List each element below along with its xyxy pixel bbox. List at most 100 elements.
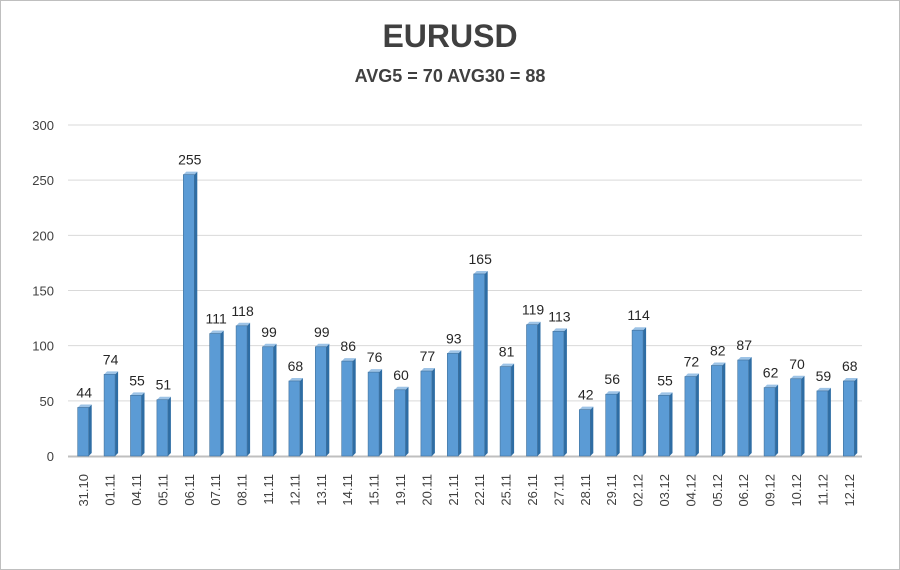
bar-side	[537, 321, 541, 456]
bar-top	[420, 368, 435, 372]
data-label: 118	[231, 303, 254, 319]
bar-top	[764, 384, 779, 388]
bar-side	[220, 330, 224, 456]
data-label: 255	[178, 152, 202, 168]
bar-top	[473, 270, 488, 274]
bar-side	[722, 362, 726, 456]
bar	[367, 371, 380, 457]
bar	[209, 333, 221, 457]
bar-side	[827, 387, 831, 456]
bar-top	[288, 377, 303, 381]
x-tick-label: 21.11	[446, 474, 461, 506]
bar-top	[816, 387, 831, 391]
y-tick-label: 100	[32, 339, 54, 354]
x-tick-label: 26.11	[525, 474, 540, 506]
bar-side	[115, 371, 119, 456]
bar	[684, 376, 697, 457]
x-tick-label: 11.12	[815, 474, 830, 506]
bar-top	[605, 391, 620, 395]
data-label: 81	[499, 344, 515, 360]
bar	[262, 346, 274, 457]
data-label: 68	[842, 358, 858, 374]
bar	[288, 380, 301, 457]
y-tick-label: 50	[40, 394, 54, 409]
bar	[552, 331, 565, 457]
x-tick-label: 06.12	[736, 474, 751, 507]
x-tick-label: 14.11	[340, 474, 355, 506]
bar-side	[431, 368, 435, 456]
bar-top	[790, 375, 805, 379]
x-tick-label: 05.11	[155, 474, 170, 506]
bar-side	[563, 328, 567, 456]
x-tick-label: 12.11	[287, 474, 302, 506]
data-label: 55	[129, 372, 145, 388]
bar-top	[447, 350, 462, 354]
x-tick-label: 25.11	[499, 474, 514, 506]
bar	[103, 374, 116, 457]
bar-side	[88, 404, 92, 456]
data-label: 44	[76, 384, 92, 400]
bar-side	[854, 377, 858, 456]
bar	[77, 407, 89, 457]
bar-top	[632, 327, 647, 331]
bar-top	[368, 369, 383, 373]
bar	[183, 174, 195, 457]
x-tick-label: 05.12	[710, 474, 725, 507]
bar	[235, 325, 248, 457]
bar-side	[511, 363, 515, 456]
bar-side	[695, 373, 699, 456]
x-tick-label: 27.11	[551, 474, 566, 506]
bar-side	[801, 375, 805, 456]
bar-side	[247, 322, 251, 456]
x-tick-label: 19.11	[393, 474, 408, 506]
x-tick-label: 04.12	[683, 474, 698, 507]
bar	[710, 365, 723, 457]
bar	[737, 359, 750, 457]
data-label: 76	[367, 349, 383, 365]
data-label: 82	[710, 343, 726, 359]
bar-top	[394, 386, 409, 390]
bar-top	[579, 406, 594, 410]
bar	[578, 409, 591, 457]
bar-top	[526, 321, 541, 325]
bar-top	[104, 371, 119, 375]
data-label: 99	[314, 324, 330, 340]
bar-top	[315, 343, 330, 347]
x-tick-label: 12.12	[842, 474, 857, 507]
x-tick-label: 11.11	[261, 474, 276, 505]
x-tick-label: 09.12	[763, 474, 778, 507]
bar-side	[326, 343, 330, 456]
bar-top	[843, 377, 858, 381]
bar	[156, 399, 169, 457]
x-tick-label: 10.12	[789, 474, 804, 507]
data-label: 55	[657, 372, 673, 388]
bar-top	[262, 343, 277, 347]
bar	[130, 395, 142, 457]
data-label: 62	[763, 365, 779, 381]
bar-side	[352, 358, 356, 456]
chart-title: EURUSD	[382, 18, 518, 54]
bar-side	[273, 343, 277, 456]
x-tick-label: 28.11	[578, 474, 593, 506]
bar-top	[341, 358, 356, 362]
x-tick-label: 22.11	[472, 474, 487, 506]
y-tick-label: 0	[47, 449, 54, 464]
bar-top	[658, 392, 673, 396]
data-label: 74	[103, 351, 119, 367]
bar-side	[669, 392, 673, 456]
x-tick-label: 29.11	[604, 474, 619, 506]
bar-side	[748, 357, 752, 456]
chart-subtitle: AVG5 = 70 AVG30 = 88	[354, 66, 546, 86]
bar-top	[209, 330, 224, 334]
bar-top	[77, 404, 92, 408]
bar	[631, 329, 644, 457]
bar	[499, 366, 512, 457]
data-label: 70	[789, 356, 805, 372]
bar-side	[458, 350, 462, 456]
x-tick-label: 15.11	[367, 474, 382, 506]
bar-side	[775, 384, 779, 456]
bar-side	[590, 406, 594, 456]
bar-side	[379, 369, 383, 456]
bar	[842, 380, 855, 457]
